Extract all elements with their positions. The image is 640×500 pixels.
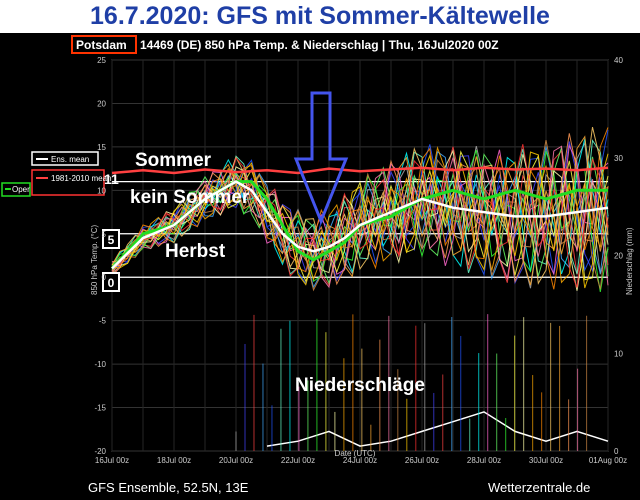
value-box-5 [102,229,120,249]
station-highlight-box [71,35,137,54]
precip-line [266,411,609,447]
ensemble-member-line [111,151,609,289]
x-tick-label: 18Jul 00z [157,456,191,465]
y-tick-label-right: 0 [614,447,619,456]
annotation-value-0: 0 [108,276,115,290]
y-tick-label: 10 [97,186,106,195]
y-tick-label: -15 [94,404,106,413]
x-tick-label: 24Jul 00z [343,456,377,465]
x-axis-label: Date (UTC) [335,449,376,458]
x-tick-label: 22Jul 00z [281,456,315,465]
y-tick-label: -10 [94,360,106,369]
chart-panel: Potsdam 14469 (DE) 850 hPa Temp. & Niede… [0,33,640,500]
value-box-0 [102,272,120,292]
series-line [111,166,609,175]
y-tick-label-right: 30 [614,154,623,163]
slide-title: 16.7.2020: GFS mit Sommer-Kältewelle [90,2,550,30]
ensemble-member-line [111,145,609,289]
legend-oper-label: Oper [12,185,30,194]
footer-source: Wetterzentrale.de [488,480,590,495]
annotation-value-5: 5 [108,233,115,247]
legend-clim-label: 1981-2010 mean [51,174,112,183]
y-tick-label: 5 [102,230,107,239]
y-tick-label: -5 [99,317,107,326]
ensemble-member-line [111,144,609,288]
legend-ens-mean-box [31,151,99,166]
x-tick-label: 01Aug 00z [589,456,627,465]
chart-header: 14469 (DE) 850 hPa Temp. & Niederschlag … [140,38,499,52]
station-name: Potsdam [76,38,127,52]
y-tick-label-right: 20 [614,252,623,261]
legend-ens-mean-label: Ens. mean [51,155,89,164]
footer-model-info: GFS Ensemble, 52.5N, 13E [88,480,249,495]
y-tick-label-right: 10 [614,349,623,358]
x-tick-label: 16Jul 00z [95,456,129,465]
x-tick-label: 30Jul 00z [529,456,563,465]
x-tick-label: 26Jul 00z [405,456,439,465]
series-line [111,180,609,270]
x-tick-label: 20Jul 00z [219,456,253,465]
y-tick-label: 20 [97,99,106,108]
down-arrow-icon [293,91,349,226]
annotation-niederschlaege: Niederschläge [295,375,425,396]
y-tick-label: -20 [94,447,106,456]
y-tick-label-right: 40 [614,56,623,65]
annotation-kein-sommer: kein Sommer [130,187,250,208]
ensemble-member-line [111,140,609,292]
ensemble-chart: Potsdam 14469 (DE) 850 hPa Temp. & Niede… [1,35,634,495]
annotation-value-11: 11 [104,171,119,187]
annotation-herbst: Herbst [165,241,226,262]
legend-clim-box [31,169,105,196]
ensemble-member-line [111,149,609,292]
y-tick-label: 25 [97,56,106,65]
annotation-sommer: Sommer [135,150,212,171]
legend-oper-box [1,182,31,197]
y-axis-label: 850 hPa Temp. (°C) [90,224,99,295]
y-tick-label: 15 [97,143,106,152]
y-axis-label-right: Niederschlag (mm) [625,227,634,295]
y-tick-label: 0 [102,273,107,282]
ensemble-member-line [111,147,609,285]
x-tick-label: 28Jul 00z [467,456,501,465]
